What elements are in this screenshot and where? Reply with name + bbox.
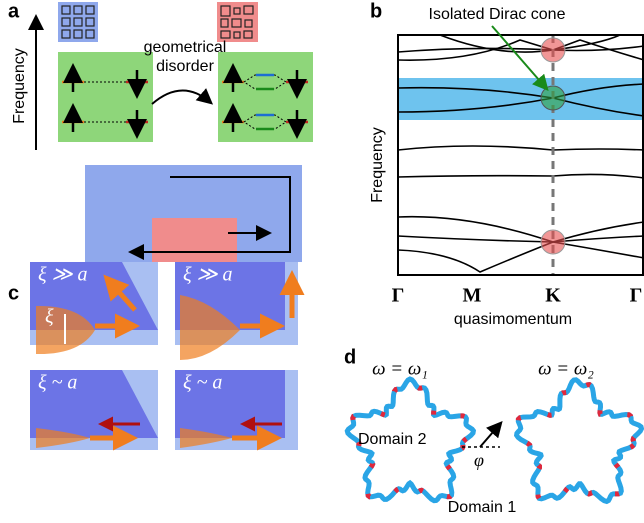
edge-box: ξ ~ a xyxy=(30,370,158,451)
x-axis-label: quasimomentum xyxy=(454,311,572,328)
panel-label: a xyxy=(8,0,20,22)
annotation-arrow xyxy=(491,25,549,92)
edge-path xyxy=(128,176,291,260)
domain-label: Domain 1 xyxy=(448,499,517,516)
x-tick-label: Γ xyxy=(392,285,405,307)
panel-b: b Isolated Dirac cone Frequency Γ M K Γ … xyxy=(369,0,644,328)
arrow-label: disorder xyxy=(156,58,214,75)
domain-boundary xyxy=(513,377,644,505)
lattice-cells xyxy=(220,5,254,39)
x-tick-label: K xyxy=(545,285,561,307)
x-tick-labels: Γ M K Γ xyxy=(392,285,643,307)
x-tick-label: Γ xyxy=(630,285,643,307)
panel-a: a Frequency geometrical disorder xyxy=(8,0,313,262)
regime-label: ξ ~ a xyxy=(183,372,222,394)
edge-box: ξ ~ a xyxy=(175,370,298,451)
panel-label: c xyxy=(8,282,19,304)
edge-box: ξ ξ ≫ a xyxy=(30,262,158,355)
y-axis-label: Frequency xyxy=(11,48,28,124)
frequency-label: ω = ω₁ xyxy=(372,358,428,379)
domain-pink xyxy=(152,218,237,262)
panel-d: d ω = ω₁ ω = ω₂ Domain 2 Domain 1 φ xyxy=(344,346,644,516)
width-label: ξ xyxy=(45,306,54,328)
domain-boundary-defects xyxy=(344,376,477,504)
modes-left xyxy=(62,63,148,139)
dirac-point xyxy=(540,37,566,63)
band-gap-highlight xyxy=(398,78,644,120)
regime-label: ξ ≫ a xyxy=(38,264,88,286)
plot-frame xyxy=(397,34,644,276)
x-tick-label: M xyxy=(463,285,482,307)
transition-arrow xyxy=(151,88,214,105)
regime-label: ξ ~ a xyxy=(38,372,77,394)
bands xyxy=(397,34,644,273)
dirac-point xyxy=(540,229,566,255)
panel-c: c ξ ξ ≫ a ξ ≫ a ξ ~ a ξ ~ a xyxy=(8,262,305,451)
arrow-label: geometrical xyxy=(144,39,227,56)
dirac-point xyxy=(540,85,566,111)
lattice-icon xyxy=(217,2,258,42)
frequency-label: ω = ω₂ xyxy=(538,358,594,379)
modes-right xyxy=(222,63,308,139)
panel-label: d xyxy=(344,346,356,368)
lattice-cells xyxy=(61,5,95,39)
panel-label: b xyxy=(370,0,382,22)
direction-arrow xyxy=(479,420,503,448)
lattice-icon xyxy=(58,2,98,42)
edge-box: ξ ≫ a xyxy=(175,262,305,360)
annotation: Isolated Dirac cone xyxy=(429,6,566,23)
regime-label: ξ ≫ a xyxy=(183,264,233,286)
domain-boundary-defects xyxy=(513,377,644,505)
y-axis-label: Frequency xyxy=(369,127,386,203)
angle-label: φ xyxy=(474,450,484,470)
domain-label: Domain 2 xyxy=(358,431,427,448)
